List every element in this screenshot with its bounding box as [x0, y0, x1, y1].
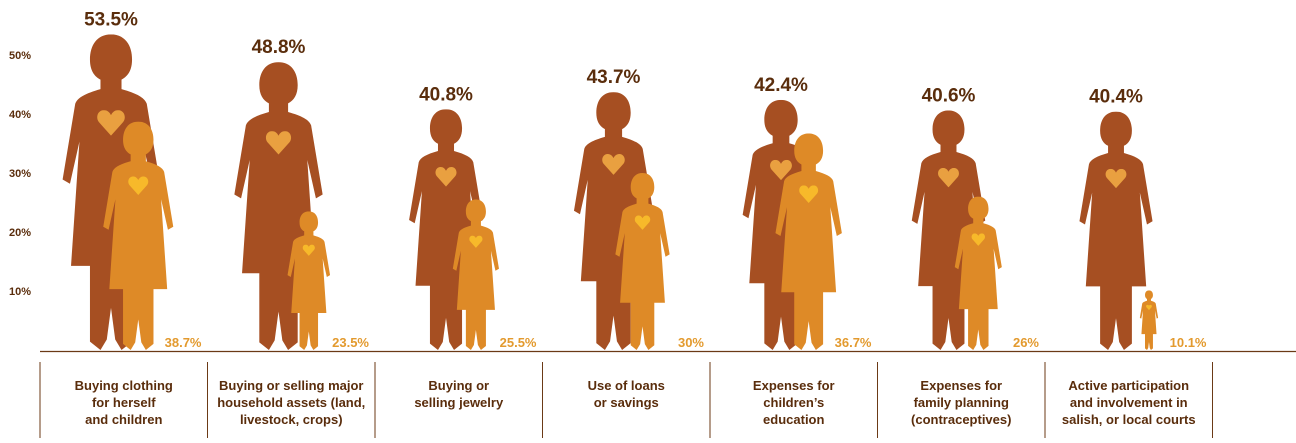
y-tick-label: 50%	[9, 50, 31, 62]
woman-value-label: 48.8%	[252, 37, 306, 58]
girl-value-label: 36.7%	[835, 335, 872, 350]
baseline-layer	[39, 350, 1296, 438]
y-tick-label: 60%	[9, 0, 31, 3]
girl-value-label: 38.7%	[165, 335, 202, 350]
category-label: Use of loans or savings	[587, 378, 665, 410]
woman-value-label: 43.7%	[587, 67, 641, 88]
woman-value-label: 42.4%	[754, 75, 808, 96]
category-label: Active participation and involvement in …	[1061, 378, 1196, 427]
category-label: Expenses for family planning (contracept…	[911, 378, 1012, 427]
category-label: Expenses for children’s education	[752, 378, 835, 427]
girl-figure	[1139, 290, 1159, 350]
woman-value-label: 40.6%	[922, 85, 976, 106]
category-label: Buying clothing for herself and children	[74, 378, 173, 427]
girl-value-label: 30%	[678, 335, 704, 350]
y-tick-label: 20%	[9, 227, 31, 239]
girl-value-label: 23.5%	[332, 335, 369, 350]
value-labels-layer: 53.5% 38.7% 48.8% 23.5% 40.8% 25.5% 43.7% 30% 42…	[84, 9, 1207, 350]
category-label: Buying or selling jewelry	[414, 378, 504, 410]
woman-value-label: 40.8%	[419, 84, 473, 105]
y-tick-label: 30%	[9, 168, 31, 180]
y-axis: 10% 20% 30% 40% 50% 60%	[9, 0, 31, 298]
girl-value-label: 10.1%	[1170, 335, 1207, 350]
y-tick-label: 10%	[9, 286, 31, 298]
woman-value-label: 53.5%	[84, 9, 138, 30]
girl-value-label: 26%	[1013, 335, 1039, 350]
woman-value-label: 40.4%	[1089, 87, 1143, 108]
y-tick-label: 40%	[9, 109, 31, 121]
girl-value-label: 25.5%	[500, 335, 537, 350]
category-label: Buying or selling major household assets…	[217, 378, 366, 427]
